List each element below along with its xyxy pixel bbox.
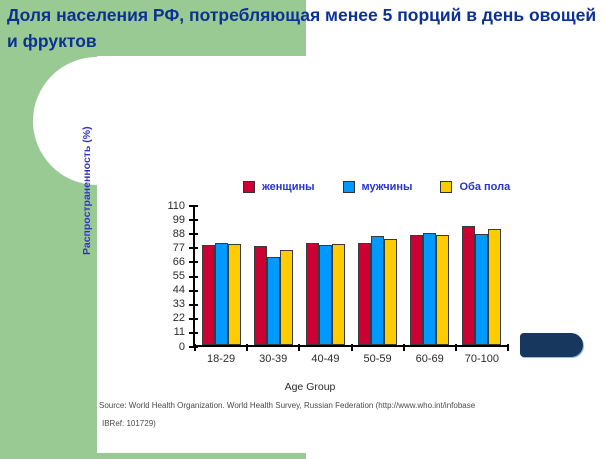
x-category-label: 60-69 (415, 353, 444, 365)
y-tick-mark (189, 219, 198, 222)
bar-chart: женщины мужчины Оба пола Распространенност… (81, 126, 523, 437)
y-tick-label: 88 (172, 227, 185, 240)
slide-title: Доля населения РФ, потребляющая менее 5 … (7, 5, 597, 51)
bar (201, 245, 215, 345)
bar (279, 250, 293, 345)
x-tick-mark (507, 344, 509, 351)
bar (227, 244, 241, 345)
bar (358, 243, 372, 345)
decor-navy-pill (520, 333, 583, 357)
y-tick-label: 33 (172, 298, 185, 311)
legend-swatch-icon (243, 181, 255, 193)
bar (462, 226, 476, 345)
bar-group (247, 206, 299, 345)
y-tick-label: 0 (178, 340, 185, 353)
bar (423, 233, 437, 345)
legend-label: мужчины (361, 181, 413, 193)
bar (318, 245, 332, 345)
x-tick-mark (194, 344, 196, 351)
y-tick-label: 22 (172, 312, 185, 325)
y-axis-label: Распространенность (%) (81, 126, 93, 255)
x-category-label: 30-39 (259, 353, 288, 365)
plot-area (193, 206, 508, 347)
bar-group (195, 206, 247, 345)
bar (371, 236, 385, 345)
y-tick-mark (189, 205, 198, 207)
legend-label: Оба пола (459, 181, 511, 193)
bar (266, 257, 280, 345)
source-ref-text: IBRef: 101729) (102, 419, 156, 428)
legend-item: мужчины (342, 181, 413, 193)
legend-swatch-icon (440, 181, 453, 193)
y-tick-label: 77 (172, 241, 185, 254)
y-tick-label: 110 (167, 199, 185, 212)
y-tick-mark (189, 317, 198, 320)
y-tick-mark (189, 346, 198, 348)
x-tick-mark (246, 344, 249, 351)
y-tick-mark (189, 331, 198, 334)
x-category-label: 18-29 (207, 353, 236, 365)
bar (475, 234, 489, 345)
bar (253, 246, 267, 345)
bar (436, 235, 450, 345)
bar-group (404, 206, 456, 345)
bar (488, 229, 502, 345)
source-text: Source: World Health Organization. World… (99, 401, 476, 410)
bar (331, 244, 345, 345)
y-tick-label: 11 (173, 326, 185, 339)
bar (384, 239, 398, 345)
x-tick-mark (402, 344, 405, 351)
legend-item: Оба пола (440, 181, 510, 193)
legend-swatch-icon (342, 181, 355, 193)
bar (410, 235, 424, 345)
legend-item: женщины (243, 181, 315, 193)
bar-group (352, 206, 404, 345)
chart-legend: женщины мужчины Оба пола (243, 181, 510, 193)
bar-group (299, 206, 351, 345)
x-tick-mark (298, 344, 301, 351)
rounded-corner-circle (33, 57, 161, 185)
bar (214, 243, 228, 345)
x-category-label: 40-49 (311, 353, 340, 365)
x-category-label: 50-59 (363, 353, 392, 365)
x-category-label: 70-100 (464, 353, 500, 365)
y-tick-mark (189, 275, 198, 278)
legend-label: женщины (262, 181, 315, 193)
content-area (97, 56, 606, 453)
y-tick-mark (189, 289, 198, 292)
y-tick-label: 66 (172, 255, 185, 268)
y-tick-mark (189, 233, 198, 236)
bar (305, 243, 319, 345)
y-tick-mark (189, 261, 198, 264)
y-tick-mark (189, 247, 198, 250)
y-tick-mark (189, 303, 198, 306)
x-tick-mark (454, 344, 457, 351)
x-axis-label: Age Group (284, 381, 336, 393)
x-tick-mark (350, 344, 353, 351)
bar-group (456, 206, 508, 345)
y-tick-label: 99 (172, 213, 185, 226)
y-tick-label: 44 (172, 284, 185, 297)
y-tick-label: 55 (172, 270, 185, 282)
